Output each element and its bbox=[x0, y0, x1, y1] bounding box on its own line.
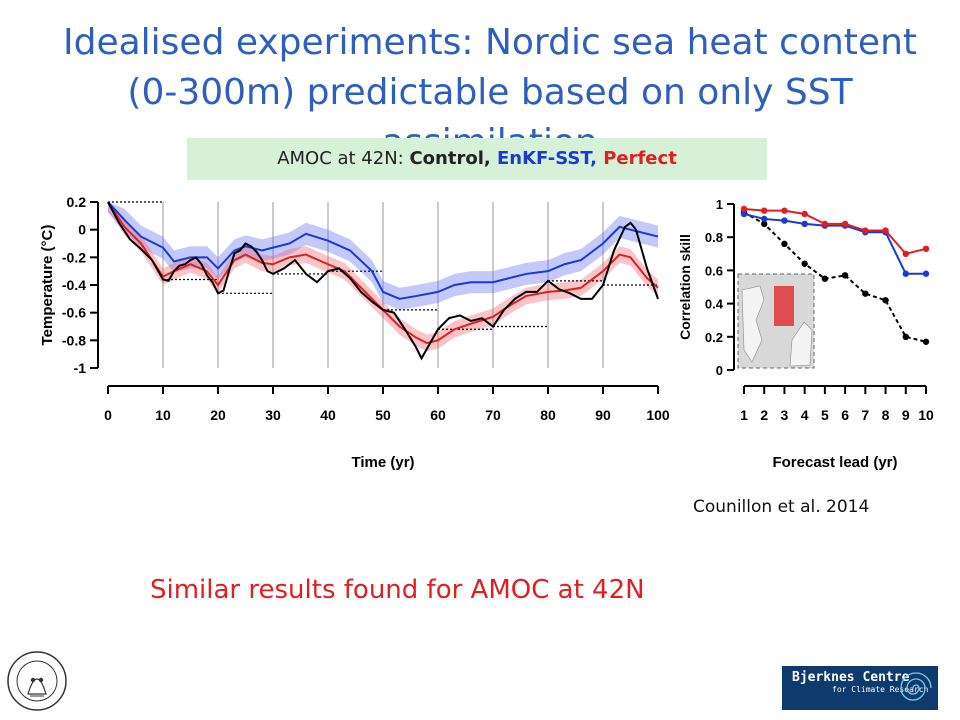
skill-point-perfect bbox=[740, 205, 748, 213]
y-tick-label: -0.4 bbox=[62, 277, 86, 293]
citation: Counillon et al. 2014 bbox=[693, 497, 870, 517]
slide-title: Idealised experiments: Nordic sea heat c… bbox=[62, 22, 917, 163]
skill-point-control bbox=[781, 240, 788, 248]
inset-map-landmass bbox=[789, 321, 813, 367]
skill-point-control bbox=[801, 260, 808, 267]
skill-line-control bbox=[743, 211, 927, 343]
x-tick-label: 3 bbox=[781, 407, 789, 423]
x-axis-label: Time (yr) bbox=[351, 454, 414, 471]
skill-point-enkf-sst bbox=[801, 220, 808, 228]
skill-line-enkf-sst bbox=[743, 212, 926, 275]
subtitle-control: Control, bbox=[409, 148, 497, 169]
bjerknes-logo-name: Bjerknes Centre bbox=[792, 670, 910, 685]
skill-point-control bbox=[862, 290, 869, 297]
x-tick-label: 70 bbox=[485, 407, 501, 423]
y-tick-label: -0.6 bbox=[62, 305, 86, 321]
bjerknes-logo-sub: for Climate Research bbox=[832, 685, 929, 694]
skill-point-perfect bbox=[922, 245, 930, 253]
y-tick-label: 0 bbox=[78, 222, 86, 238]
x-tick-label: 4 bbox=[801, 407, 809, 423]
timeseries-chart: 0.2 0 -0.2 -0.4 -0.6 -0.8 -1 0 10 20 30 40 50 60 70 80 9… bbox=[39, 194, 670, 471]
y-tick-label: -1 bbox=[74, 360, 87, 376]
x-tick-label: 10 bbox=[918, 407, 934, 423]
skill-point-control bbox=[761, 220, 768, 228]
x-tick-label: 2 bbox=[760, 407, 768, 423]
x-tick-label: 9 bbox=[902, 407, 910, 423]
x-tick-label: 8 bbox=[882, 407, 890, 423]
y-tick-label: 0 bbox=[716, 363, 723, 378]
skill-point-control bbox=[882, 297, 889, 304]
x-tick-label: 80 bbox=[540, 407, 556, 423]
skill-line-perfect bbox=[743, 207, 927, 255]
bjerknes-logo: Bjerknes Centre for Climate Research bbox=[782, 666, 938, 710]
x-tick-label: 90 bbox=[595, 407, 611, 423]
x-tick-label: 6 bbox=[841, 407, 849, 423]
x-axis-label: Forecast lead (yr) bbox=[772, 454, 897, 471]
x-tick-label: 30 bbox=[265, 407, 281, 423]
y-tick-label: 0.6 bbox=[705, 263, 723, 278]
footnote: Similar results found for AMOC at 42N bbox=[150, 575, 645, 605]
skill-point-perfect bbox=[781, 207, 788, 214]
x-tick-label: 1 bbox=[740, 407, 748, 423]
skill-point-enkf-sst bbox=[781, 217, 788, 224]
skill-point-enkf-sst bbox=[922, 270, 930, 277]
series-line-control bbox=[107, 201, 659, 361]
y-tick-label: 1 bbox=[716, 197, 723, 212]
y-tick-label: 0.4 bbox=[705, 297, 724, 312]
skill-point-perfect bbox=[862, 227, 869, 234]
skill-point-perfect bbox=[902, 250, 909, 257]
x-tick-label: 0 bbox=[104, 407, 112, 423]
university-seal-logo bbox=[7, 651, 67, 711]
y-axis-label: Correlation skill bbox=[677, 234, 693, 340]
y-tick-label: 0.8 bbox=[705, 230, 723, 245]
enkf-sst-spread-band bbox=[108, 202, 658, 310]
y-tick-label: 0.2 bbox=[705, 330, 723, 345]
skill-point-perfect bbox=[821, 220, 829, 228]
skill-point-control bbox=[922, 338, 930, 345]
subtitle-perfect: Perfect bbox=[603, 148, 677, 169]
perfect-spread-band bbox=[108, 202, 658, 352]
subtitle-enkf: EnKF-SST, bbox=[496, 148, 604, 169]
x-tick-label: 10 bbox=[155, 407, 171, 423]
x-tick-label: 100 bbox=[646, 407, 670, 423]
y-tick-label: -0.2 bbox=[62, 249, 86, 265]
y-tick-label: -0.8 bbox=[62, 332, 86, 348]
inset-map-region-highlight bbox=[774, 286, 794, 326]
skill-point-control bbox=[902, 333, 909, 340]
x-tick-label: 60 bbox=[430, 407, 446, 423]
skill-point-enkf-sst bbox=[740, 210, 748, 218]
y-axis-label: Temperature (°C) bbox=[39, 225, 56, 346]
skill-point-control bbox=[841, 272, 849, 279]
x-tick-label: 5 bbox=[821, 407, 829, 423]
skill-point-control bbox=[821, 275, 829, 282]
x-tick-label: 20 bbox=[210, 407, 226, 423]
subtitle-banner: AMOC at 42N: Control, EnKF-SST, Perfect bbox=[187, 138, 767, 180]
skill-point-perfect bbox=[841, 220, 849, 228]
skill-point-enkf-sst bbox=[761, 215, 768, 223]
x-tick-label: 7 bbox=[861, 407, 869, 423]
skill-point-perfect bbox=[801, 210, 808, 218]
y-tick-label: 0.2 bbox=[67, 194, 87, 210]
swirl-icon bbox=[900, 672, 932, 701]
skill-point-enkf-sst bbox=[902, 270, 909, 277]
skill-point-perfect bbox=[882, 227, 889, 234]
skill-point-perfect bbox=[761, 207, 768, 214]
subtitle-prefix: AMOC at 42N: bbox=[277, 148, 410, 169]
x-tick-label: 40 bbox=[320, 407, 336, 423]
inset-map-landmass bbox=[741, 285, 765, 363]
x-tick-label: 50 bbox=[375, 407, 391, 423]
